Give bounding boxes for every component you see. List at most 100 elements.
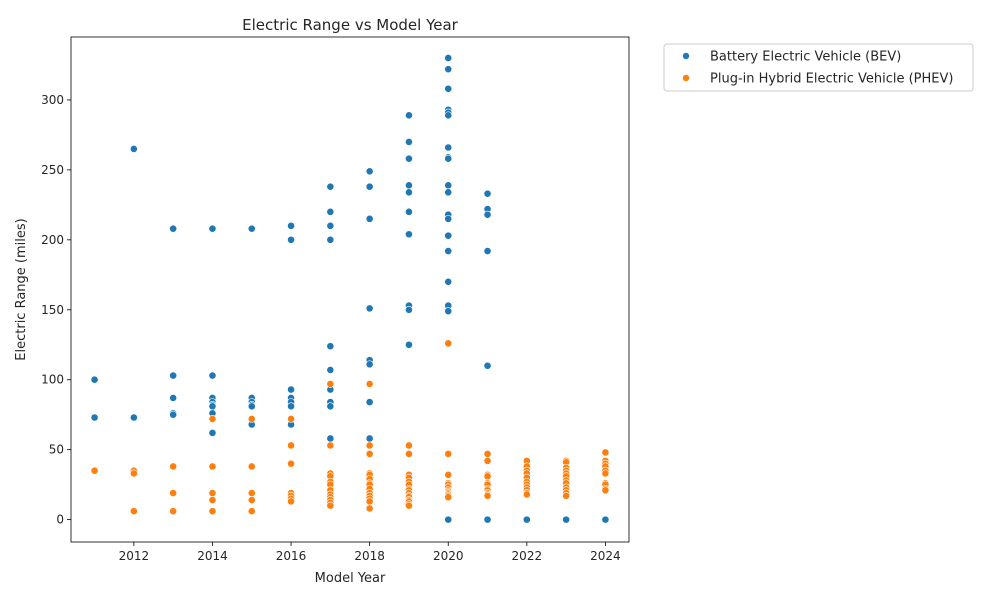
phev-point: [326, 501, 335, 510]
bev-point: [405, 111, 413, 120]
phev-point: [247, 489, 256, 497]
x-tick-label: 2012: [119, 549, 150, 563]
bev-point: [405, 188, 413, 197]
bev-point: [405, 138, 413, 146]
bev-point: [326, 235, 335, 244]
bev-point: [444, 188, 453, 197]
phev-point: [247, 496, 256, 504]
bev-point: [405, 230, 413, 239]
bev-point: [287, 402, 295, 411]
bev-point: [483, 361, 492, 370]
legend-frame: [663, 43, 974, 92]
phev-point: [129, 507, 138, 516]
bev-point: [444, 154, 453, 163]
bev-point: [444, 231, 453, 240]
plot-area-frame: [70, 36, 630, 543]
bev-point: [247, 224, 256, 233]
phev-point: [365, 380, 374, 388]
bev-point: [129, 145, 138, 153]
phev-point: [169, 462, 178, 471]
phev-point: [208, 489, 217, 497]
bev-point: [247, 402, 256, 411]
bev-point: [208, 371, 217, 380]
bev-point: [365, 434, 374, 443]
phev-point: [405, 501, 413, 510]
phev-point: [601, 448, 610, 457]
x-tick-label: 2020: [433, 549, 464, 563]
phev-point: [169, 489, 178, 497]
legend-marker-phev: [682, 74, 690, 82]
bev-point: [326, 221, 335, 230]
bev-point: [601, 515, 610, 524]
phev-point: [365, 504, 374, 513]
y-tick-label: 200: [41, 233, 64, 247]
phev-point: [601, 469, 610, 478]
bev-point: [444, 307, 453, 316]
bev-point: [326, 402, 335, 411]
bev-point: [287, 235, 295, 244]
phev-point: [208, 496, 217, 504]
phev-point: [483, 491, 492, 500]
phev-point: [601, 486, 610, 495]
x-axis: 2012 2014 2016 2018 2020 2022 2024: [119, 542, 621, 563]
phev-point: [129, 469, 138, 478]
bev-point: [365, 398, 374, 407]
legend-marker-bev: [682, 52, 690, 60]
phev-point: [287, 441, 295, 450]
bev-point: [483, 189, 492, 198]
bev-point: [405, 340, 413, 349]
bev-point: [444, 214, 453, 223]
phev-point: [208, 507, 217, 516]
phev-point: [444, 449, 453, 458]
x-tick-label: 2018: [354, 549, 385, 563]
bev-point: [483, 210, 492, 219]
phev-point: [405, 441, 413, 450]
y-axis-title: Electric Range (miles): [14, 218, 29, 360]
y-tick-label: 300: [41, 93, 64, 107]
x-axis-title: Model Year: [315, 571, 386, 586]
bev-point: [405, 305, 413, 314]
bev-point: [365, 304, 374, 313]
phev-point: [522, 490, 531, 499]
bev-point: [169, 410, 178, 419]
phev-point: [169, 507, 178, 516]
x-tick-label: 2016: [276, 549, 307, 563]
phev-point: [483, 456, 492, 465]
legend: Battery Electric Vehicle (BEV) Plug-in H…: [663, 43, 974, 92]
legend-label-bev: Battery Electric Vehicle (BEV): [710, 50, 901, 65]
bev-point: [405, 181, 413, 190]
bev-point: [326, 366, 335, 374]
phev-point: [365, 441, 374, 450]
phev-point: [247, 507, 256, 516]
bev-point: [326, 182, 335, 191]
phev-point: [562, 491, 571, 500]
x-tick-label: 2024: [590, 549, 621, 563]
bev-point: [208, 402, 217, 411]
phev-point: [444, 470, 453, 479]
bev-point: [169, 371, 178, 380]
bev-point: [405, 154, 413, 163]
bev-point: [129, 413, 138, 422]
phev-point: [444, 339, 453, 348]
y-tick-label: 150: [41, 303, 64, 317]
y-tick-label: 50: [49, 443, 64, 457]
y-tick-label: 0: [56, 513, 64, 527]
bev-point: [483, 247, 492, 255]
phev-point: [287, 414, 295, 423]
phev-point: [287, 497, 295, 506]
phev-point: [208, 414, 217, 423]
bev-point: [365, 167, 374, 176]
bev-point: [287, 221, 295, 230]
bev-point: [444, 65, 453, 74]
bev-point: [169, 224, 178, 233]
bev-point: [444, 277, 453, 286]
phev-point: [326, 380, 335, 388]
phev-point: [483, 472, 492, 481]
bev-point: [169, 394, 178, 402]
bev-point: [365, 182, 374, 191]
bev-point: [444, 84, 453, 93]
legend-label-phev: Plug-in Hybrid Electric Vehicle (PHEV): [710, 72, 953, 87]
phev-point: [365, 497, 374, 506]
bev-point: [208, 428, 217, 437]
